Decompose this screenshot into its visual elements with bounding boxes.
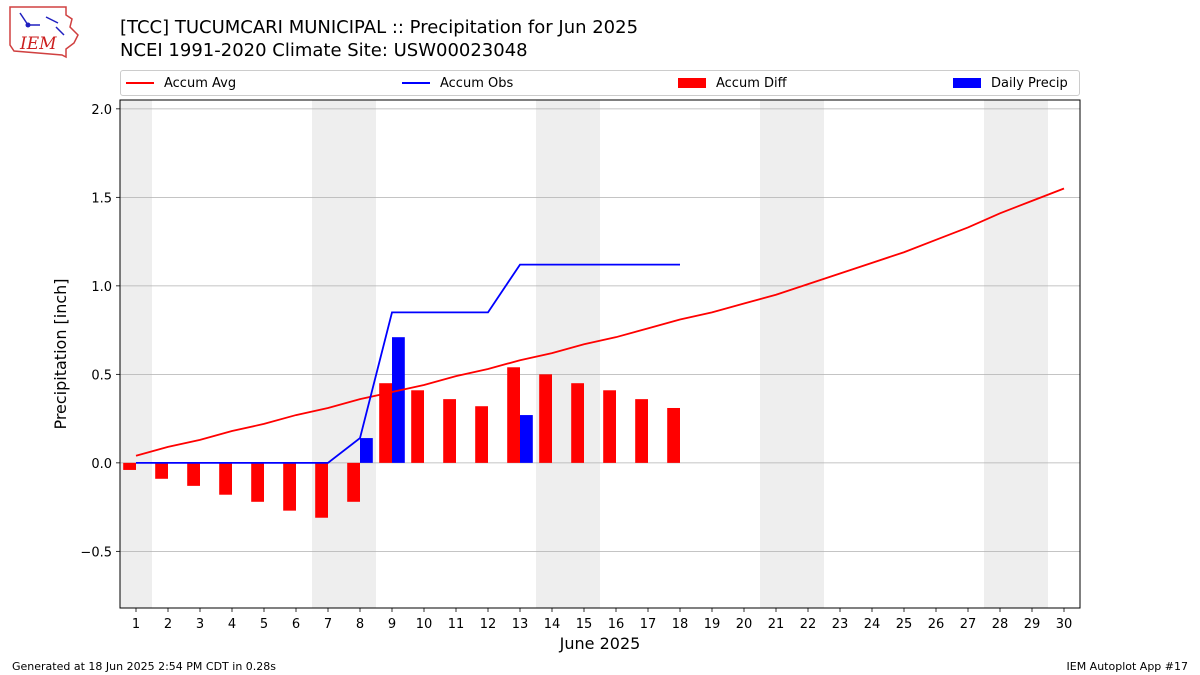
legend-swatch-accum-avg: [126, 82, 154, 84]
accum-diff-bar: [443, 399, 456, 463]
legend-swatch-accum-obs: [402, 82, 430, 84]
x-axis-label: June 2025: [559, 634, 641, 653]
y-tick-label: 2.0: [91, 103, 112, 118]
x-tick-label: 9: [388, 617, 396, 632]
accum-diff-bar: [571, 383, 584, 463]
x-tick-label: 24: [864, 617, 881, 632]
accum-diff-bar: [219, 462, 232, 495]
y-tick-label: 0.0: [91, 457, 112, 472]
accum-diff-bar: [315, 462, 328, 518]
x-tick-label: 29: [1024, 617, 1041, 632]
x-tick-label: 27: [960, 617, 977, 632]
y-axis-ticks: −0.5 0.0 0.5 1.0 1.5 2.0: [80, 103, 120, 560]
x-tick-label: 12: [480, 617, 497, 632]
legend-swatch-accum-diff: [678, 78, 706, 88]
y-axis-label: Precipitation [inch]: [51, 278, 70, 429]
x-tick-label: 13: [512, 617, 529, 632]
weekend-band: [760, 100, 824, 608]
accum-diff-bar: [379, 383, 392, 463]
x-tick-label: 26: [928, 617, 945, 632]
x-tick-label: 21: [768, 617, 785, 632]
logo-text: IEM: [19, 34, 57, 54]
x-tick-label: 8: [356, 617, 364, 632]
accum-diff-bar: [187, 462, 200, 486]
x-tick-label: 11: [448, 617, 465, 632]
x-tick-label: 10: [416, 617, 433, 632]
iem-logo-icon: IEM: [9, 6, 79, 59]
accum-diff-bar: [475, 406, 488, 463]
y-tick-label: 1.5: [91, 191, 112, 206]
weekend-band: [312, 100, 376, 608]
accum-diff-bar: [251, 462, 264, 502]
legend-item-accum-diff: Accum Diff: [678, 71, 787, 95]
footer-app-text: IEM Autoplot App #17: [1066, 660, 1189, 673]
legend-label-accum-avg: Accum Avg: [164, 75, 237, 91]
accum-diff-bar: [603, 390, 616, 463]
daily-precip-bar: [520, 415, 533, 463]
weekend-band: [120, 100, 152, 608]
x-tick-label: 30: [1056, 617, 1073, 632]
y-tick-label: 1.0: [91, 280, 112, 295]
legend-label-daily-precip: Daily Precip: [991, 75, 1068, 91]
accum-diff-bar: [539, 374, 552, 463]
x-tick-label: 4: [228, 617, 236, 632]
daily-precip-bar: [392, 337, 405, 463]
series-lines: [135, 187, 1065, 464]
daily-precip-bar: [360, 438, 373, 463]
x-tick-label: 28: [992, 617, 1009, 632]
legend-item-accum-avg: Accum Avg: [126, 71, 236, 95]
x-tick-label: 5: [260, 617, 268, 632]
accum-diff-bar: [411, 390, 424, 463]
x-tick-label: 19: [704, 617, 721, 632]
accum-diff-bar: [123, 462, 136, 470]
x-tick-label: 18: [672, 617, 689, 632]
weekend-band: [984, 100, 1048, 608]
bars: [123, 337, 680, 518]
y-tick-label: −0.5: [80, 545, 112, 560]
accum-diff-bar: [155, 462, 168, 479]
weekend-shading: [120, 100, 1048, 608]
chart-subtitle: NCEI 1991-2020 Climate Site: USW00023048: [120, 40, 528, 61]
x-tick-label: 23: [832, 617, 849, 632]
x-tick-label: 22: [800, 617, 817, 632]
plot-frame: [119, 99, 1081, 609]
legend: Accum Avg Accum Obs Accum Diff Daily Pre…: [120, 70, 1080, 96]
footer-generated-text: Generated at 18 Jun 2025 2:54 PM CDT in …: [12, 660, 277, 673]
legend-label-accum-obs: Accum Obs: [440, 75, 514, 91]
x-tick-label: 16: [608, 617, 625, 632]
x-tick-label: 7: [324, 617, 332, 632]
x-tick-label: 1: [132, 617, 140, 632]
x-tick-label: 25: [896, 617, 913, 632]
legend-item-accum-obs: Accum Obs: [402, 71, 513, 95]
x-tick-label: 15: [576, 617, 593, 632]
y-tick-label: 0.5: [91, 368, 112, 383]
x-tick-label: 3: [196, 617, 204, 632]
x-tick-label: 14: [544, 617, 561, 632]
accum-diff-bar: [635, 399, 648, 463]
accum-diff-bar: [667, 407, 680, 463]
chart-title: [TCC] TUCUMCARI MUNICIPAL :: Precipitati…: [120, 17, 639, 38]
legend-swatch-daily-precip: [953, 78, 981, 88]
legend-item-daily-precip: Daily Precip: [953, 71, 1068, 95]
x-tick-label: 20: [736, 617, 753, 632]
x-tick-label: 2: [164, 617, 172, 632]
accum-diff-bar: [347, 462, 360, 502]
accum-diff-bar: [283, 462, 296, 511]
accum-obs-line: [136, 263, 680, 464]
accum-avg-line: [135, 187, 1065, 457]
x-tick-label: 6: [292, 617, 300, 632]
x-axis-ticks: 1 2 3 4 5 6 7 8 9 10 11 12 13 14 15 16 17 18 19 20 21 22 23 24 2…: [132, 608, 1072, 632]
x-tick-label: 17: [640, 617, 657, 632]
accum-diff-bar: [507, 367, 520, 463]
legend-label-accum-diff: Accum Diff: [716, 75, 787, 91]
